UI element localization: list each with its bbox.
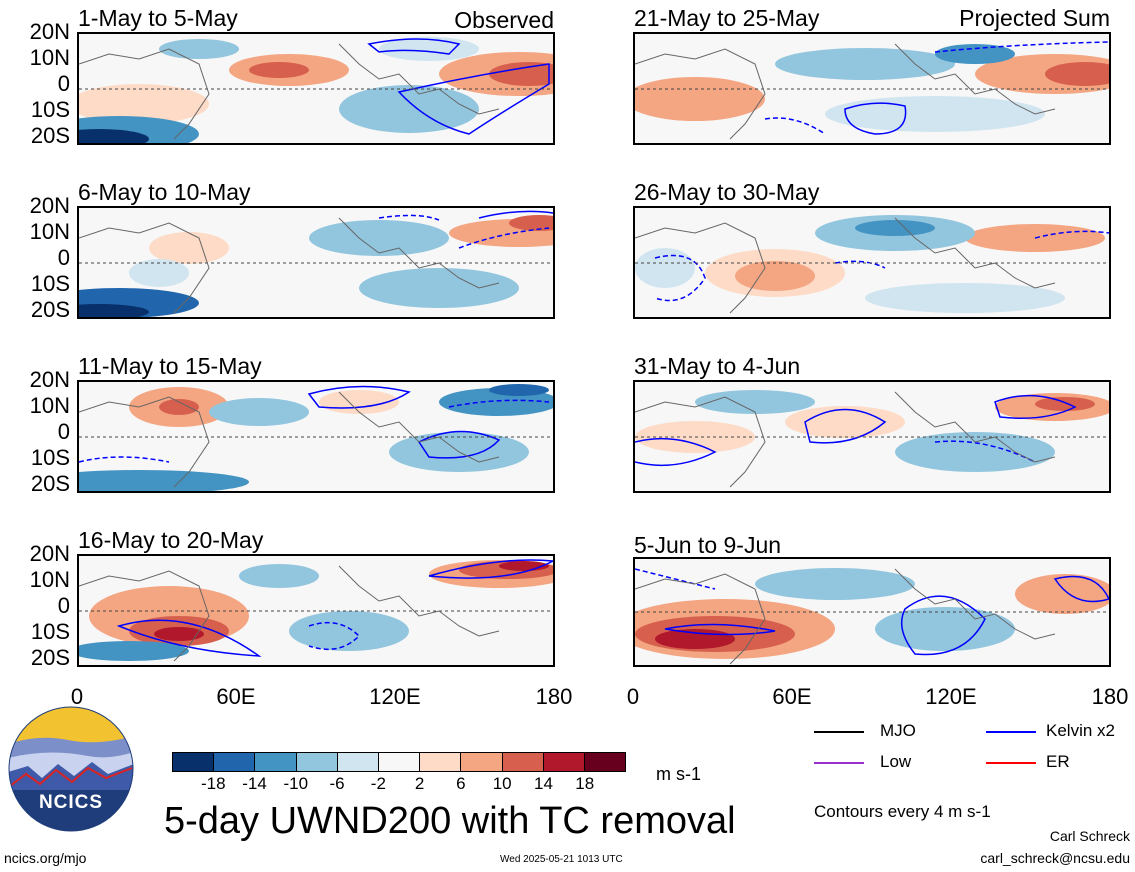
y-tick-label: 0 bbox=[57, 593, 70, 618]
y-tick-label: 10S bbox=[30, 271, 70, 296]
map-panel-4 bbox=[77, 554, 555, 667]
y-tick-label: 10S bbox=[30, 619, 70, 644]
colorbar-swatch bbox=[173, 753, 215, 771]
y-tick-label: 10S bbox=[30, 445, 70, 470]
panel-title-8: 5-Jun to 9-Jun bbox=[634, 532, 782, 558]
x-tick-label: 120E bbox=[925, 684, 977, 709]
panel-title-4: 16-May to 20-May bbox=[78, 527, 264, 553]
colorbar-tick-label: 10 bbox=[492, 774, 512, 793]
legend-label-kelvin: Kelvin x2 bbox=[1046, 721, 1115, 740]
colorbar-tick-label: 6 bbox=[456, 774, 466, 793]
footer-timestamp: Wed 2025-05-21 1013 UTC bbox=[500, 854, 623, 865]
logo-text: NCICS bbox=[38, 792, 104, 813]
y-tick-label: 20S bbox=[30, 297, 70, 322]
legend-line-er bbox=[986, 762, 1036, 764]
colorbar-swatch bbox=[502, 753, 544, 771]
panel-title-5: 21-May to 25-May bbox=[634, 5, 820, 31]
colorbar-swatch bbox=[296, 753, 338, 771]
y-tick-label: 10N bbox=[29, 219, 70, 244]
footer-author: Carl Schreck bbox=[1049, 828, 1130, 844]
colorbar-swatch bbox=[461, 753, 503, 771]
map-panel-6 bbox=[633, 206, 1111, 319]
y-tick-label: 0 bbox=[57, 71, 70, 96]
panel-title-6: 26-May to 30-May bbox=[634, 179, 820, 205]
map-panel-3 bbox=[77, 380, 555, 493]
footer-email[interactable]: carl_schreck@ncsu.edu bbox=[980, 850, 1130, 866]
panel-title-3: 11-May to 15-May bbox=[78, 353, 262, 379]
y-tick-label: 10N bbox=[29, 393, 70, 418]
map-panel-7 bbox=[633, 380, 1111, 493]
y-tick-label: 20S bbox=[30, 645, 70, 670]
x-tick-label: 120E bbox=[369, 684, 421, 709]
colorbar bbox=[172, 752, 626, 772]
panel-title-1: 1-May to 5-May bbox=[78, 5, 238, 31]
legend-label-low: Low bbox=[880, 752, 912, 771]
y-tick-label: 20N bbox=[29, 193, 70, 218]
x-tick-label: 180 bbox=[535, 684, 573, 709]
y-tick-label: 0 bbox=[57, 245, 70, 270]
main-title: 5-day UWND200 with TC removal bbox=[164, 800, 736, 842]
y-tick-label: 10N bbox=[29, 567, 70, 592]
colorbar-tick-label: -2 bbox=[370, 774, 386, 793]
y-tick-label: 20S bbox=[30, 471, 70, 496]
map-panel-2 bbox=[77, 206, 555, 319]
x-tick-label: 60E bbox=[216, 684, 256, 709]
legend-label-mjo: MJO bbox=[880, 721, 916, 740]
y-tick-label: 20N bbox=[29, 541, 70, 566]
panel-title-2: 6-May to 10-May bbox=[78, 179, 251, 205]
colorbar-tick-label: -6 bbox=[329, 774, 345, 793]
x-tick-label: 0 bbox=[626, 684, 640, 709]
colorbar-swatch bbox=[337, 753, 379, 771]
legend-line-low bbox=[814, 762, 864, 764]
footer-url[interactable]: ncics.org/mjo bbox=[4, 850, 87, 866]
ncics-logo: NCICS bbox=[8, 706, 134, 832]
x-tick-label: 0 bbox=[70, 684, 84, 709]
panel-label-observed: Observed bbox=[454, 7, 554, 33]
legend-line-kelvin bbox=[986, 731, 1036, 733]
legend-line-mjo bbox=[814, 731, 864, 733]
colorbar-swatch bbox=[214, 753, 256, 771]
panel-label-projected: Projected Sum bbox=[959, 5, 1110, 31]
colorbar-units: m s-1 bbox=[656, 764, 701, 784]
map-panel-8 bbox=[633, 557, 1111, 667]
colorbar-swatch bbox=[255, 753, 297, 771]
y-tick-label: 10N bbox=[29, 45, 70, 70]
y-tick-label: 20N bbox=[29, 19, 70, 44]
panel-title-7: 31-May to 4-Jun bbox=[634, 353, 801, 379]
colorbar-swatch bbox=[420, 753, 462, 771]
x-tick-label: 60E bbox=[772, 684, 812, 709]
colorbar-tick-label: 18 bbox=[575, 774, 595, 793]
x-tick-label: 180 bbox=[1091, 684, 1129, 709]
y-tick-label: 20S bbox=[30, 123, 70, 148]
colorbar-tick-label: -14 bbox=[242, 774, 267, 793]
map-panel-1 bbox=[77, 32, 555, 145]
y-tick-label: 10S bbox=[30, 97, 70, 122]
colorbar-tick-label: -10 bbox=[283, 774, 309, 793]
map-panel-5 bbox=[633, 32, 1111, 145]
colorbar-swatch bbox=[378, 753, 421, 771]
contour-note: Contours every 4 m s-1 bbox=[814, 802, 991, 821]
colorbar-swatch bbox=[543, 753, 585, 771]
y-tick-label: 0 bbox=[57, 419, 70, 444]
colorbar-tick-label: -18 bbox=[200, 774, 226, 793]
colorbar-tick-label: 2 bbox=[414, 774, 425, 793]
colorbar-swatch bbox=[584, 753, 626, 771]
y-tick-label: 20N bbox=[29, 367, 70, 392]
colorbar-tick-label: 14 bbox=[533, 774, 553, 793]
legend-label-er: ER bbox=[1046, 752, 1070, 771]
